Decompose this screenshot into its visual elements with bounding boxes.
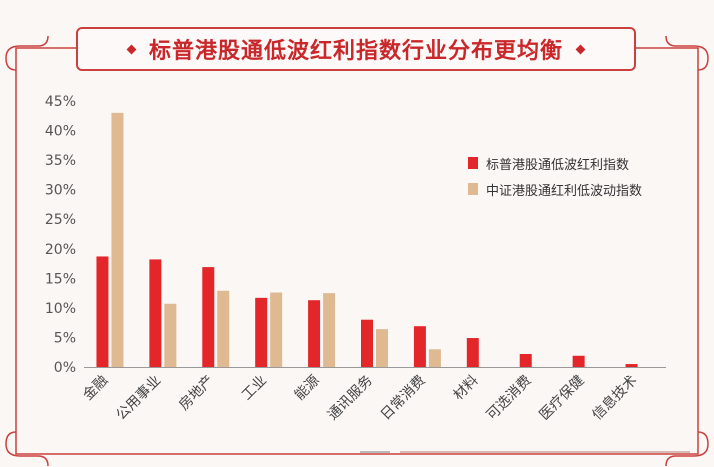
x-tick-label: 工业 (239, 373, 270, 404)
x-tick-label: 房地产 (176, 373, 217, 414)
y-tick-label: 25% (45, 212, 76, 228)
x-tick-label: 公用事业 (113, 373, 164, 424)
bar-series2 (270, 292, 283, 367)
y-tick-label: 45% (45, 94, 76, 110)
x-tick-label: 可选消费 (484, 373, 535, 424)
bar-series1 (149, 259, 162, 367)
bar-series1 (255, 297, 268, 367)
x-tick-label: 医疗保健 (537, 373, 588, 424)
bar-series1 (96, 256, 109, 367)
y-tick-label: 20% (45, 242, 76, 258)
bar-series1 (625, 364, 638, 367)
legend-label-series2: 中证港股通红利低波动指数 (486, 183, 643, 199)
bar-series2 (111, 112, 124, 367)
legend-item-series2: 中证港股通红利低波动指数 (468, 176, 642, 202)
bar-series2 (428, 349, 441, 367)
y-tick-label: 35% (45, 153, 76, 169)
x-tick-label: 信息技术 (589, 372, 641, 424)
legend-swatch-series2 (468, 183, 478, 195)
bar-series1 (466, 338, 479, 367)
y-tick-label: 40% (45, 124, 76, 140)
x-tick-label: 通讯服务 (325, 373, 376, 424)
y-tick-label: 0% (54, 360, 76, 376)
bar-series1 (308, 300, 321, 367)
bar-series1 (572, 355, 585, 367)
bar-series1 (361, 319, 373, 367)
legend-label-series1: 标普港股通低波红利指数 (486, 157, 630, 173)
y-tick-label: 30% (45, 183, 76, 199)
legend-swatch-series1 (468, 157, 478, 169)
bar-series1 (413, 326, 426, 367)
y-tick-label: 10% (45, 301, 76, 317)
x-tick-label: 能源 (292, 373, 323, 404)
y-tick-label: 15% (45, 271, 76, 287)
bar-series2 (217, 290, 230, 367)
chart-title: 标普港股通低波红利指数行业分布更均衡 (148, 39, 563, 64)
legend-item-series1: 标普港股通低波红利指数 (468, 150, 642, 176)
bar-series2 (376, 329, 388, 367)
bar-series1 (519, 353, 532, 367)
legend: 标普港股通低波红利指数 中证港股通红利低波动指数 (468, 150, 642, 202)
bar-series1 (202, 267, 215, 367)
bar-series2 (323, 293, 336, 367)
x-tick-label: 金融 (80, 373, 111, 404)
y-tick-label: 5% (54, 330, 76, 346)
chart-title-box: 标普港股通低波红利指数行业分布更均衡 (76, 27, 636, 71)
bar-series2 (164, 303, 177, 367)
x-tick-label: 材料 (451, 373, 482, 404)
x-tick-label: 日常消费 (378, 373, 429, 424)
